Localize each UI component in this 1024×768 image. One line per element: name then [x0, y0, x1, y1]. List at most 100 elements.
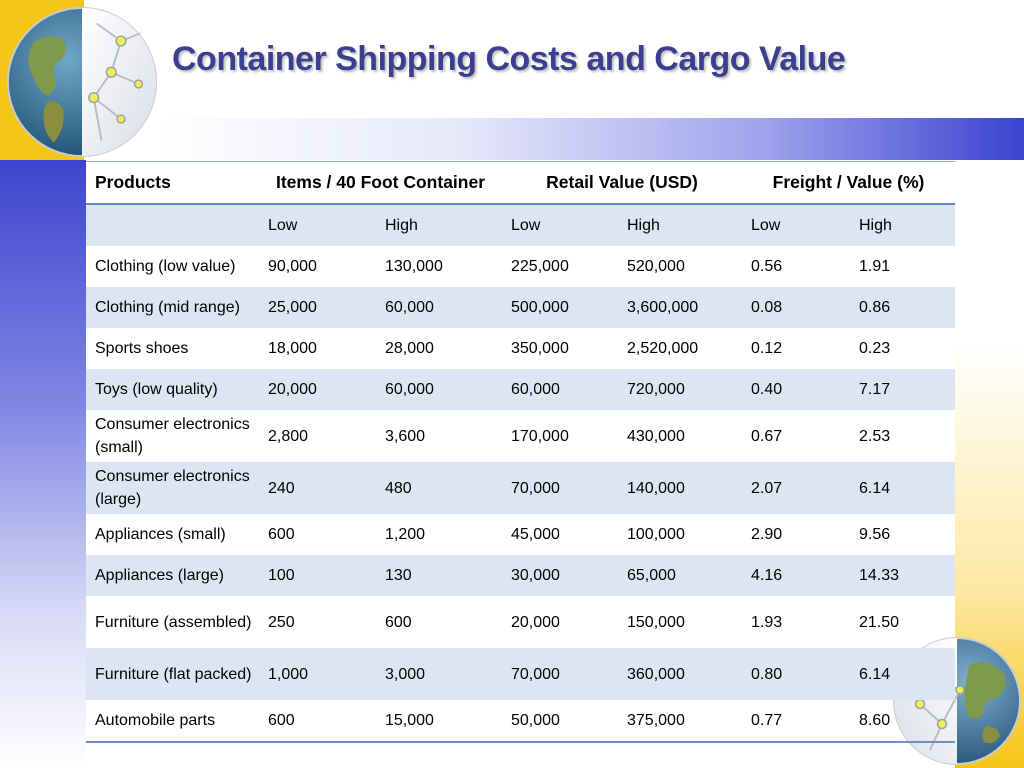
value-cell: 25,000: [259, 287, 376, 328]
value-cell: 0.67: [751, 427, 783, 445]
value-cell: 500,000: [502, 287, 618, 328]
value-cell: 0.86: [850, 287, 956, 328]
value-cell: 3,000: [376, 648, 502, 700]
value-cell: 600: [268, 525, 295, 543]
value-cell: 0.80: [742, 648, 850, 700]
value-cell: 9.56: [859, 525, 891, 543]
product-name-cell: Appliances (large): [86, 555, 259, 596]
product-name-cell: Automobile parts: [95, 711, 216, 729]
subheader-cell: High: [376, 204, 502, 246]
table-subheader-row: Low High Low High Low High: [86, 204, 956, 246]
header-retail-value: Retail Value (USD): [502, 161, 742, 205]
value-cell: 3,600,000: [618, 287, 742, 328]
value-cell: 6.14: [850, 648, 956, 700]
left-gradient-bar: [0, 160, 86, 768]
value-cell: 250: [268, 613, 295, 631]
value-cell: 225,000: [511, 257, 569, 275]
subheader-cell: High: [850, 204, 956, 246]
subheader-cell: Low: [502, 204, 618, 246]
globe-network-icon: [6, 6, 158, 158]
value-cell: 2,520,000: [627, 339, 699, 357]
value-cell: 100: [259, 555, 376, 596]
value-cell: 60,000: [376, 287, 502, 328]
product-name-cell: Consumer electronics (large): [86, 462, 259, 514]
table-row: Sports shoes 18,000 28,000 350,000 2,520,000…: [86, 328, 955, 369]
top-gradient-band: [160, 118, 1024, 160]
table-row: Furniture (assembled) 250 600 20,000 150,000…: [86, 596, 955, 648]
header-items-per-container: Items / 40 Foot Container: [259, 161, 502, 205]
value-cell: 100,000: [627, 525, 685, 543]
value-cell: 2,800: [268, 427, 309, 445]
value-cell: 3,600: [385, 427, 426, 445]
value-cell: 240: [259, 462, 376, 514]
table-row: Consumer electronics (small) 2,800 3,600 17…: [86, 410, 955, 462]
table-row: Appliances (large) 100 130 30,000 65,000 4.16…: [86, 555, 956, 596]
value-cell: 150,000: [627, 613, 685, 631]
value-cell: 70,000: [502, 462, 618, 514]
value-cell: 0.40: [742, 369, 850, 410]
subheader-cell: [86, 204, 259, 246]
slide-title: Container Shipping Costs and Cargo Value: [172, 40, 846, 78]
value-cell: 28,000: [385, 339, 434, 357]
table-row: Consumer electronics (large) 240 480 70,000…: [86, 462, 956, 514]
value-cell: 2.07: [742, 462, 850, 514]
table-row: Furniture (flat packed) 1,000 3,000 70,000 3…: [86, 648, 956, 700]
value-cell: 360,000: [618, 648, 742, 700]
value-cell: 60,000: [502, 369, 618, 410]
value-cell: 480: [376, 462, 502, 514]
subheader-cell: Low: [259, 204, 376, 246]
value-cell: 600: [268, 711, 295, 729]
table-row: Toys (low quality) 20,000 60,000 60,000 720,…: [86, 369, 956, 410]
value-cell: 18,000: [268, 339, 317, 357]
value-cell: 60,000: [376, 369, 502, 410]
table-row: Appliances (small) 600 1,200 45,000 100,000 2…: [86, 514, 955, 555]
table-row: Clothing (mid range) 25,000 60,000 500,000 3…: [86, 287, 956, 328]
value-cell: 0.77: [751, 711, 783, 729]
product-name-cell: Clothing (low value): [95, 257, 236, 275]
product-name-cell: Furniture (flat packed): [86, 648, 259, 700]
subheader-cell: High: [618, 204, 742, 246]
value-cell: 7.17: [850, 369, 956, 410]
header-products: Products: [86, 161, 259, 205]
value-cell: 15,000: [385, 711, 434, 729]
value-cell: 20,000: [511, 613, 560, 631]
value-cell: 2.90: [751, 525, 783, 543]
value-cell: 6.14: [850, 462, 956, 514]
table-row: Automobile parts 600 15,000 50,000 375,000 0.…: [86, 700, 955, 742]
header-freight-value: Freight / Value (%): [742, 161, 956, 205]
value-cell: 600: [385, 613, 412, 631]
value-cell: 4.16: [742, 555, 850, 596]
value-cell: 1.93: [751, 613, 783, 631]
value-cell: 50,000: [511, 711, 560, 729]
value-cell: 0.12: [751, 339, 783, 357]
value-cell: 90,000: [268, 257, 317, 275]
table-header-row: Products Items / 40 Foot Container Retai…: [86, 161, 956, 205]
product-name-cell: Sports shoes: [95, 339, 189, 357]
table-row: Clothing (low value) 90,000 130,000 225,000…: [86, 246, 955, 287]
value-cell: 20,000: [259, 369, 376, 410]
value-cell: 14.33: [850, 555, 956, 596]
value-cell: 45,000: [511, 525, 560, 543]
value-cell: 520,000: [627, 257, 685, 275]
value-cell: 65,000: [618, 555, 742, 596]
value-cell: 350,000: [511, 339, 569, 357]
value-cell: 140,000: [618, 462, 742, 514]
value-cell: 720,000: [618, 369, 742, 410]
value-cell: 1,200: [385, 525, 426, 543]
value-cell: 375,000: [627, 711, 685, 729]
product-name-cell: Furniture (assembled): [95, 613, 252, 631]
value-cell: 430,000: [627, 427, 685, 445]
value-cell: 0.08: [742, 287, 850, 328]
product-name-cell: Clothing (mid range): [86, 287, 259, 328]
value-cell: 30,000: [502, 555, 618, 596]
value-cell: 1.91: [859, 257, 891, 275]
value-cell: 1,000: [259, 648, 376, 700]
value-cell: 0.23: [859, 339, 891, 357]
value-cell: 130,000: [385, 257, 443, 275]
product-name-cell: Consumer electronics (small): [95, 416, 250, 456]
value-cell: 70,000: [502, 648, 618, 700]
value-cell: 2.53: [859, 427, 891, 445]
subheader-cell: Low: [742, 204, 850, 246]
value-cell: 130: [376, 555, 502, 596]
product-name-cell: Appliances (small): [95, 525, 226, 543]
